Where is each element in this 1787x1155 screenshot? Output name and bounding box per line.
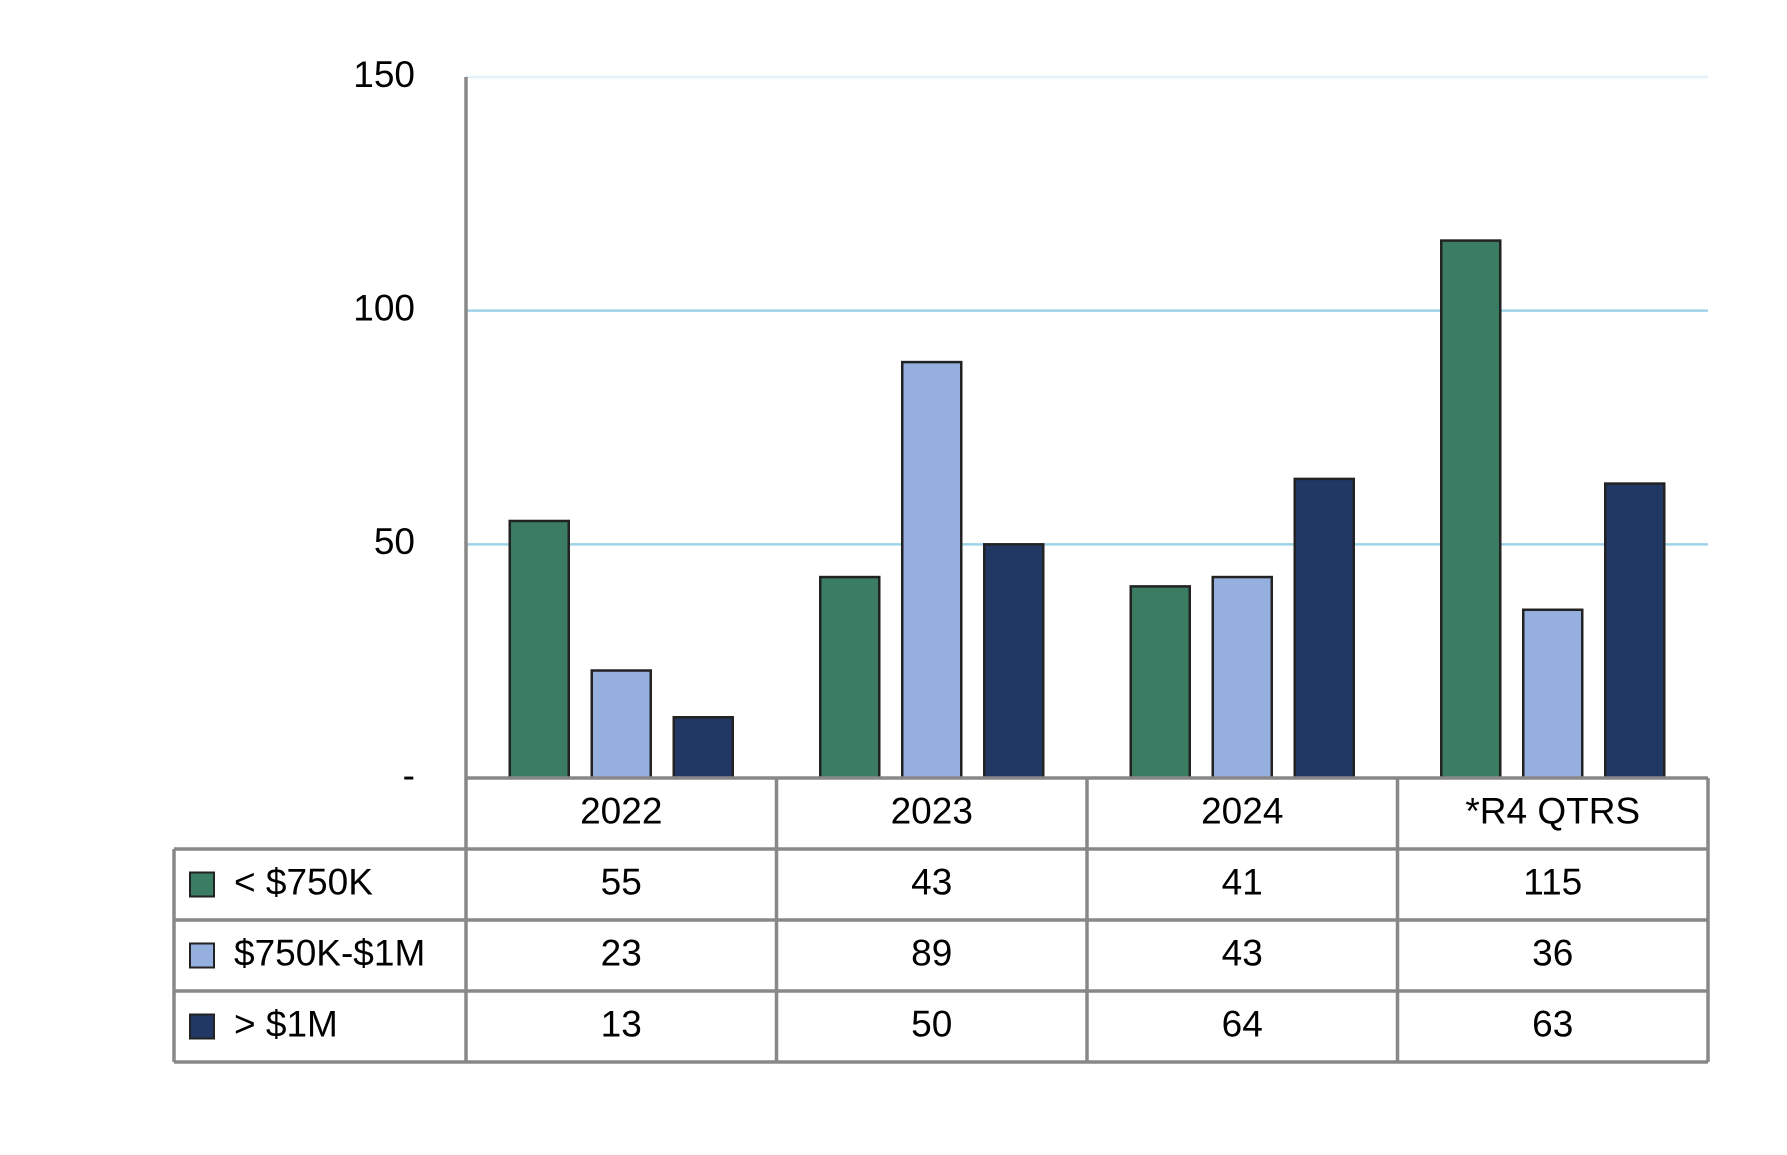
- bar: [1211, 575, 1273, 780]
- bar: [1440, 239, 1502, 780]
- table-value: 43: [911, 861, 952, 902]
- bar: [508, 519, 570, 780]
- table-value: 50: [911, 1003, 952, 1044]
- bar: [1522, 608, 1584, 780]
- table-value: 64: [1222, 1003, 1263, 1044]
- bar: [1604, 482, 1666, 780]
- legend-swatch: [189, 942, 215, 969]
- table-value: 89: [911, 932, 952, 973]
- table-value: 115: [1523, 861, 1582, 902]
- legend-swatch: [189, 1013, 215, 1040]
- bar: [1293, 477, 1355, 780]
- bar: [901, 360, 963, 780]
- table-value: 23: [601, 932, 642, 973]
- table-value: 55: [601, 861, 642, 902]
- table-value: 36: [1532, 932, 1573, 973]
- legend-label: $750K-$1M: [234, 932, 425, 973]
- bar: [1129, 585, 1191, 780]
- x-tick-label: 2024: [1201, 790, 1283, 831]
- table-value: 63: [1532, 1003, 1573, 1044]
- table-value: 13: [601, 1003, 642, 1044]
- table-value: 41: [1222, 861, 1263, 902]
- y-tick-label: 50: [374, 521, 415, 562]
- x-tick-label: *R4 QTRS: [1465, 790, 1640, 831]
- bar: [819, 575, 881, 780]
- legend-label: < $750K: [234, 861, 373, 902]
- legend-swatch: [189, 871, 215, 898]
- y-tick-label: -: [403, 755, 415, 796]
- x-tick-label: 2022: [580, 790, 662, 831]
- x-tick-label: 2023: [891, 790, 973, 831]
- bar: [590, 669, 652, 780]
- y-tick-label: 150: [353, 54, 415, 95]
- bar: [672, 715, 734, 780]
- legend-label: > $1M: [234, 1003, 338, 1044]
- bar: [983, 543, 1045, 780]
- table-value: 43: [1222, 932, 1263, 973]
- y-tick-label: 100: [353, 287, 415, 328]
